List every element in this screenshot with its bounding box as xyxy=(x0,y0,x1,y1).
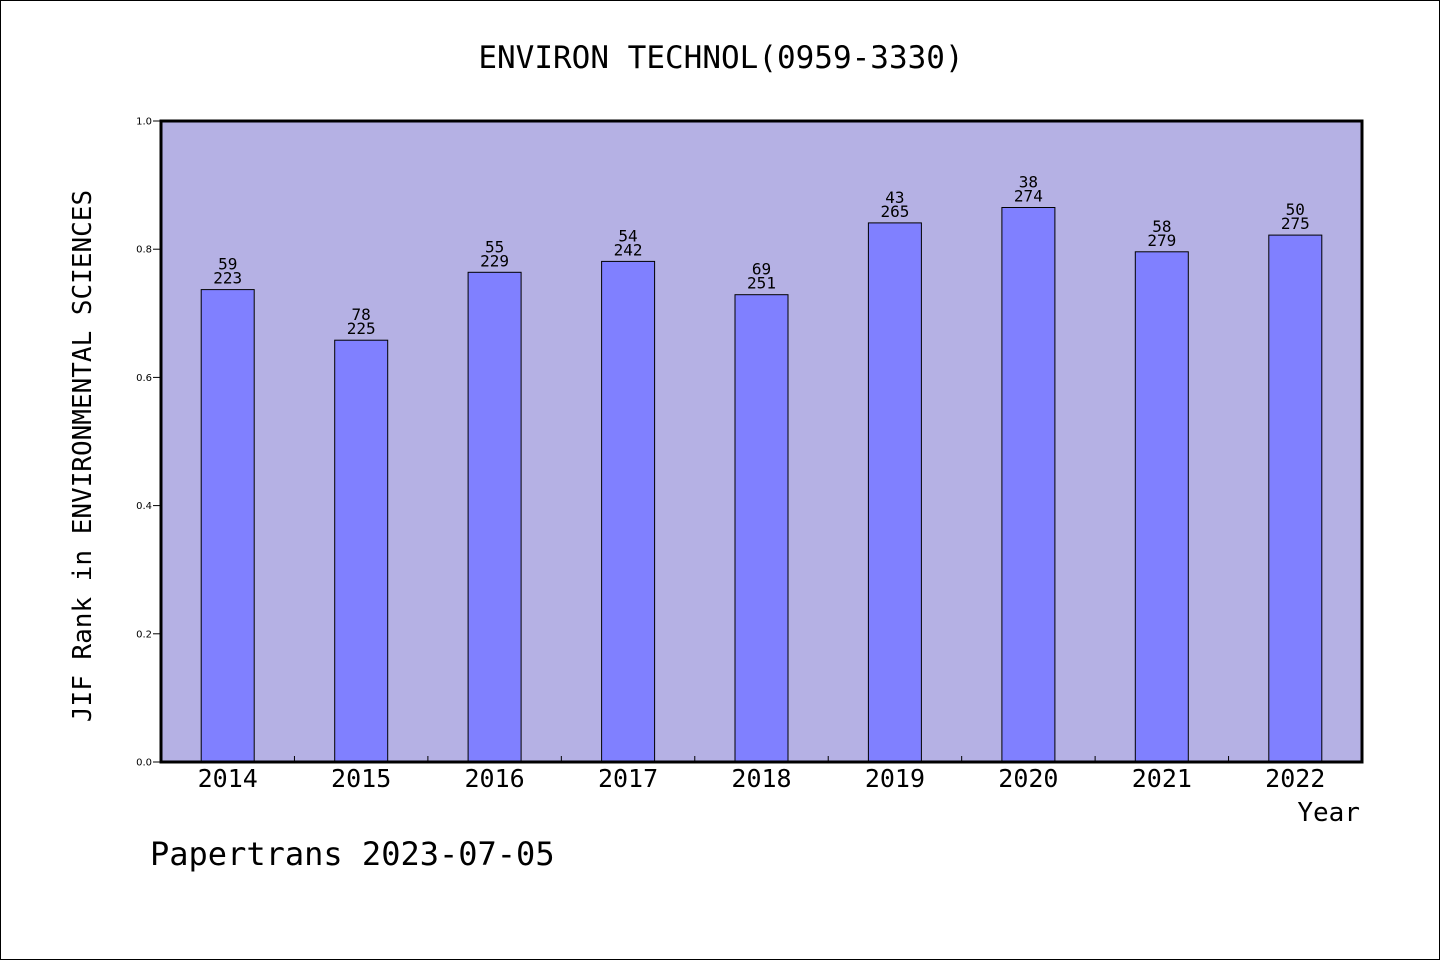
y-tick-label-0: 0.0 xyxy=(136,758,152,769)
bar-rank-label-2017: 54 xyxy=(618,226,637,245)
x-tick-label-2014: 2014 xyxy=(198,764,258,793)
bar-total-label-2017: 242 xyxy=(614,240,643,259)
x-axis-ticks: 2014 2015 2016 2017 2018 2019 2020 2021 2022 xyxy=(198,756,1325,793)
bar-rank-label-2014: 59 xyxy=(218,255,237,274)
x-tick-label-2016: 2016 xyxy=(465,764,525,793)
bar-rank-label-2019: 43 xyxy=(885,188,904,207)
bar-total-label-2021: 279 xyxy=(1147,231,1176,250)
y-tick-label-3: 0.6 xyxy=(136,373,152,384)
bar-total-label-2020: 274 xyxy=(1014,187,1043,206)
bar-rank-label-2022: 50 xyxy=(1286,200,1305,219)
x-tick-label-2021: 2021 xyxy=(1132,764,1192,793)
plot-border xyxy=(159,119,1364,764)
bar-2017 xyxy=(601,260,656,763)
bar-rank-label-2015: 78 xyxy=(352,305,371,324)
bar-total-label-2015: 225 xyxy=(347,319,376,338)
bar-2015 xyxy=(334,339,389,763)
bar-total-label-2014: 223 xyxy=(213,269,242,288)
x-axis-label: Year xyxy=(1297,798,1360,828)
bar-2014 xyxy=(200,289,255,763)
y-tick-label-4: 0.8 xyxy=(136,245,152,256)
bar-2018 xyxy=(734,294,789,763)
bar-2019 xyxy=(867,222,922,763)
bar-2016 xyxy=(467,271,522,763)
y-tick-label-5: 1.0 xyxy=(136,117,152,128)
bar-rank-label-2020: 38 xyxy=(1019,173,1038,192)
bar-total-label-2018: 251 xyxy=(747,274,776,293)
bar-rank-label-2018: 69 xyxy=(752,260,771,279)
x-tick-label-2019: 2019 xyxy=(865,764,925,793)
x-tick-label-2022: 2022 xyxy=(1265,764,1325,793)
y-axis-ticks: 0.0 0.2 0.4 0.6 0.8 1.0 xyxy=(136,117,161,769)
bar-2021 xyxy=(1134,251,1189,763)
bar-2020 xyxy=(1001,207,1056,763)
bar-total-label-2016: 229 xyxy=(480,251,509,270)
x-tick-label-2018: 2018 xyxy=(731,764,791,793)
y-tick-label-2: 0.4 xyxy=(136,501,152,512)
bar-rank-label-2021: 58 xyxy=(1152,217,1171,236)
bar-total-label-2022: 275 xyxy=(1281,214,1310,233)
chart-title: ENVIRON TECHNOL(0959-3330) xyxy=(478,40,963,76)
bar-2022 xyxy=(1268,234,1323,763)
bar-rank-label-2016: 55 xyxy=(485,237,504,256)
x-tick-label-2020: 2020 xyxy=(998,764,1058,793)
y-axis-label: JIF Rank in ENVIRONMENTAL SCIENCES xyxy=(68,190,98,722)
bar-total-label-2019: 265 xyxy=(880,202,909,221)
y-tick-label-1: 0.2 xyxy=(136,629,152,640)
x-tick-label-2017: 2017 xyxy=(598,764,658,793)
x-tick-label-2015: 2015 xyxy=(331,764,391,793)
footer-text: Papertrans 2023-07-05 xyxy=(150,835,555,873)
